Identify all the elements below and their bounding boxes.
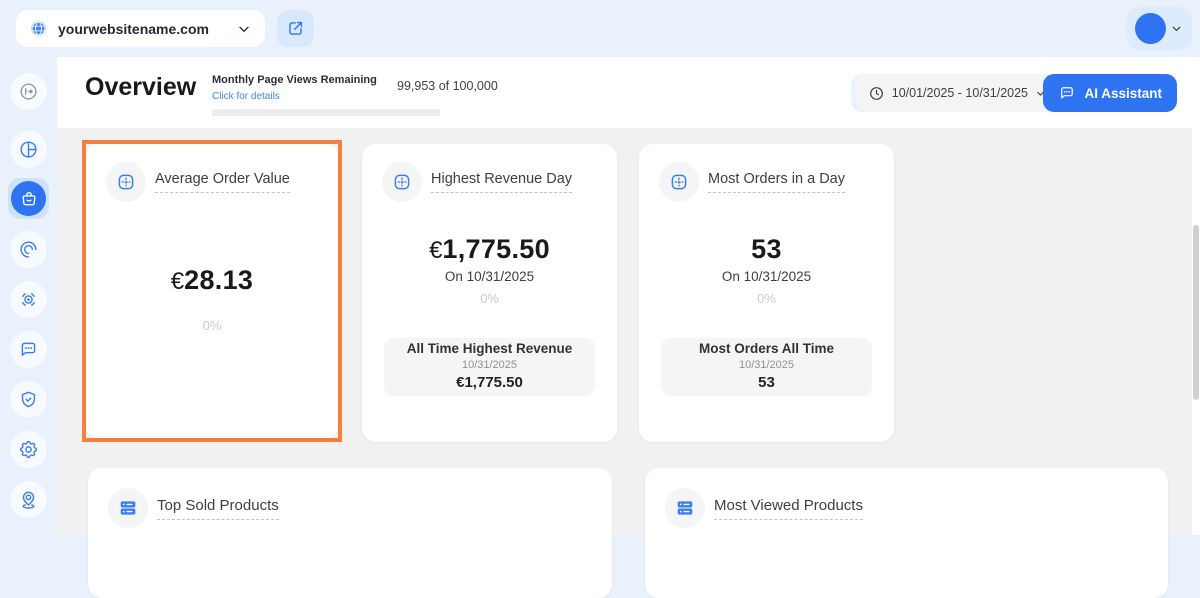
dashed-square-icon xyxy=(391,171,413,193)
stat-icon-circle xyxy=(108,488,148,528)
sidebar-item-settings[interactable] xyxy=(10,431,47,468)
account-menu[interactable] xyxy=(1126,7,1192,50)
product-card-row: Top Sold Products Most Viewed Products xyxy=(88,468,1168,598)
swirl-icon xyxy=(18,239,39,260)
gear-icon xyxy=(18,439,39,460)
sidebar-item-orders[interactable] xyxy=(11,181,46,216)
card-header: Most Viewed Products xyxy=(665,488,863,528)
card-title: Highest Revenue Day xyxy=(431,171,572,193)
server-icon xyxy=(117,497,139,519)
stat-card-most-orders-in-a-day[interactable]: Most Orders in a Day 53 On 10/31/2025 0%… xyxy=(639,144,894,442)
sidebar-item-collapse[interactable] xyxy=(10,73,47,110)
globe-icon xyxy=(29,19,48,38)
stat-icon-circle xyxy=(106,162,146,202)
stat-card-row: Average Order Value €28.13 0% Highest Re… xyxy=(82,140,894,442)
card-header: Top Sold Products xyxy=(108,488,279,528)
panel-date: 10/31/2025 xyxy=(462,358,517,373)
panel-value: 53 xyxy=(758,373,775,393)
stat-icon-circle xyxy=(659,162,699,202)
all-time-panel: All Time Highest Revenue 10/31/2025 €1,7… xyxy=(384,338,595,396)
stat-card-average-order-value[interactable]: Average Order Value €28.13 0% xyxy=(86,144,338,438)
card-title: Top Sold Products xyxy=(157,497,279,520)
chat-bubble-icon xyxy=(18,339,39,360)
panel-title: Most Orders All Time xyxy=(699,341,834,358)
stat-value: €1,775.50 xyxy=(362,234,617,265)
chat-bubble-icon xyxy=(1058,84,1076,102)
dashboard-content: Average Order Value €28.13 0% Highest Re… xyxy=(57,128,1200,535)
sidebar-item-security[interactable] xyxy=(10,381,47,418)
stat-value: 53 xyxy=(639,234,894,265)
focus-icon xyxy=(18,289,39,310)
clock-icon xyxy=(868,85,885,102)
sidebar-item-analytics[interactable] xyxy=(10,131,47,168)
usage-progress-bar xyxy=(212,109,440,116)
card-most-viewed-products[interactable]: Most Viewed Products xyxy=(645,468,1168,598)
sidebar-item-performance[interactable] xyxy=(10,231,47,268)
stat-card-highest-revenue-day[interactable]: Highest Revenue Day €1,775.50 On 10/31/2… xyxy=(362,144,617,442)
collapse-icon xyxy=(18,81,39,102)
card-title: Most Viewed Products xyxy=(714,497,863,520)
card-title: Most Orders in a Day xyxy=(708,171,845,193)
all-time-panel: Most Orders All Time 10/31/2025 53 xyxy=(661,338,872,396)
highlight-outline: Average Order Value €28.13 0% xyxy=(82,140,342,442)
date-range-value: 10/01/2025 - 10/31/2025 xyxy=(892,86,1028,100)
dashed-square-icon xyxy=(115,171,137,193)
date-range-picker[interactable]: 10/01/2025 - 10/31/2025 xyxy=(856,74,1058,112)
page-header: Overview Monthly Page Views Remaining Cl… xyxy=(57,57,1200,128)
panel-date: 10/31/2025 xyxy=(739,358,794,373)
sidebar-item-live-view[interactable] xyxy=(10,281,47,318)
card-header: Average Order Value xyxy=(106,162,290,202)
open-website-button[interactable] xyxy=(277,10,314,47)
currency-symbol: € xyxy=(171,268,184,295)
shield-check-icon xyxy=(18,389,39,410)
card-header: Most Orders in a Day xyxy=(659,162,845,202)
shopping-bag-icon xyxy=(19,189,39,209)
scrollbar-thumb[interactable] xyxy=(1193,225,1199,400)
panel-title: All Time Highest Revenue xyxy=(407,341,573,358)
site-selector-dropdown[interactable]: yourwebsitename.com xyxy=(16,10,265,47)
dashed-square-icon xyxy=(668,171,690,193)
stat-percent: 0% xyxy=(86,318,338,333)
usage-count: 99,953 of 100,000 xyxy=(397,79,498,93)
usage-details-link[interactable]: Click for details xyxy=(212,91,280,102)
sidebar-item-location[interactable] xyxy=(10,481,47,518)
card-title: Average Order Value xyxy=(155,171,290,193)
card-top-sold-products[interactable]: Top Sold Products xyxy=(88,468,612,598)
chevron-down-icon xyxy=(236,21,252,37)
map-pin-icon xyxy=(18,489,39,510)
stat-date: On 10/31/2025 xyxy=(362,269,617,284)
scrollbar-track xyxy=(1192,128,1200,535)
stat-icon-circle xyxy=(665,488,705,528)
page-title: Overview xyxy=(85,73,196,102)
site-name: yourwebsitename.com xyxy=(58,21,209,37)
stat-value: €28.13 xyxy=(86,265,338,296)
server-icon xyxy=(674,497,696,519)
chevron-down-icon xyxy=(1170,22,1183,35)
topbar: yourwebsitename.com xyxy=(0,0,1200,57)
stat-percent: 0% xyxy=(639,291,894,306)
card-header: Highest Revenue Day xyxy=(382,162,572,202)
panel-value: €1,775.50 xyxy=(456,373,523,393)
sidebar-active-highlight xyxy=(8,178,49,219)
stat-date: On 10/31/2025 xyxy=(639,269,894,284)
sidebar xyxy=(0,57,57,535)
sidebar-item-chat[interactable] xyxy=(10,331,47,368)
currency-symbol: € xyxy=(429,237,442,264)
stat-icon-circle xyxy=(382,162,422,202)
external-link-icon xyxy=(286,19,305,38)
stat-percent: 0% xyxy=(362,291,617,306)
main-area: Overview Monthly Page Views Remaining Cl… xyxy=(57,57,1200,535)
ai-assistant-label: AI Assistant xyxy=(1084,86,1162,101)
avatar xyxy=(1135,13,1166,44)
ai-assistant-button[interactable]: AI Assistant xyxy=(1043,74,1177,112)
pie-chart-icon xyxy=(18,139,39,160)
